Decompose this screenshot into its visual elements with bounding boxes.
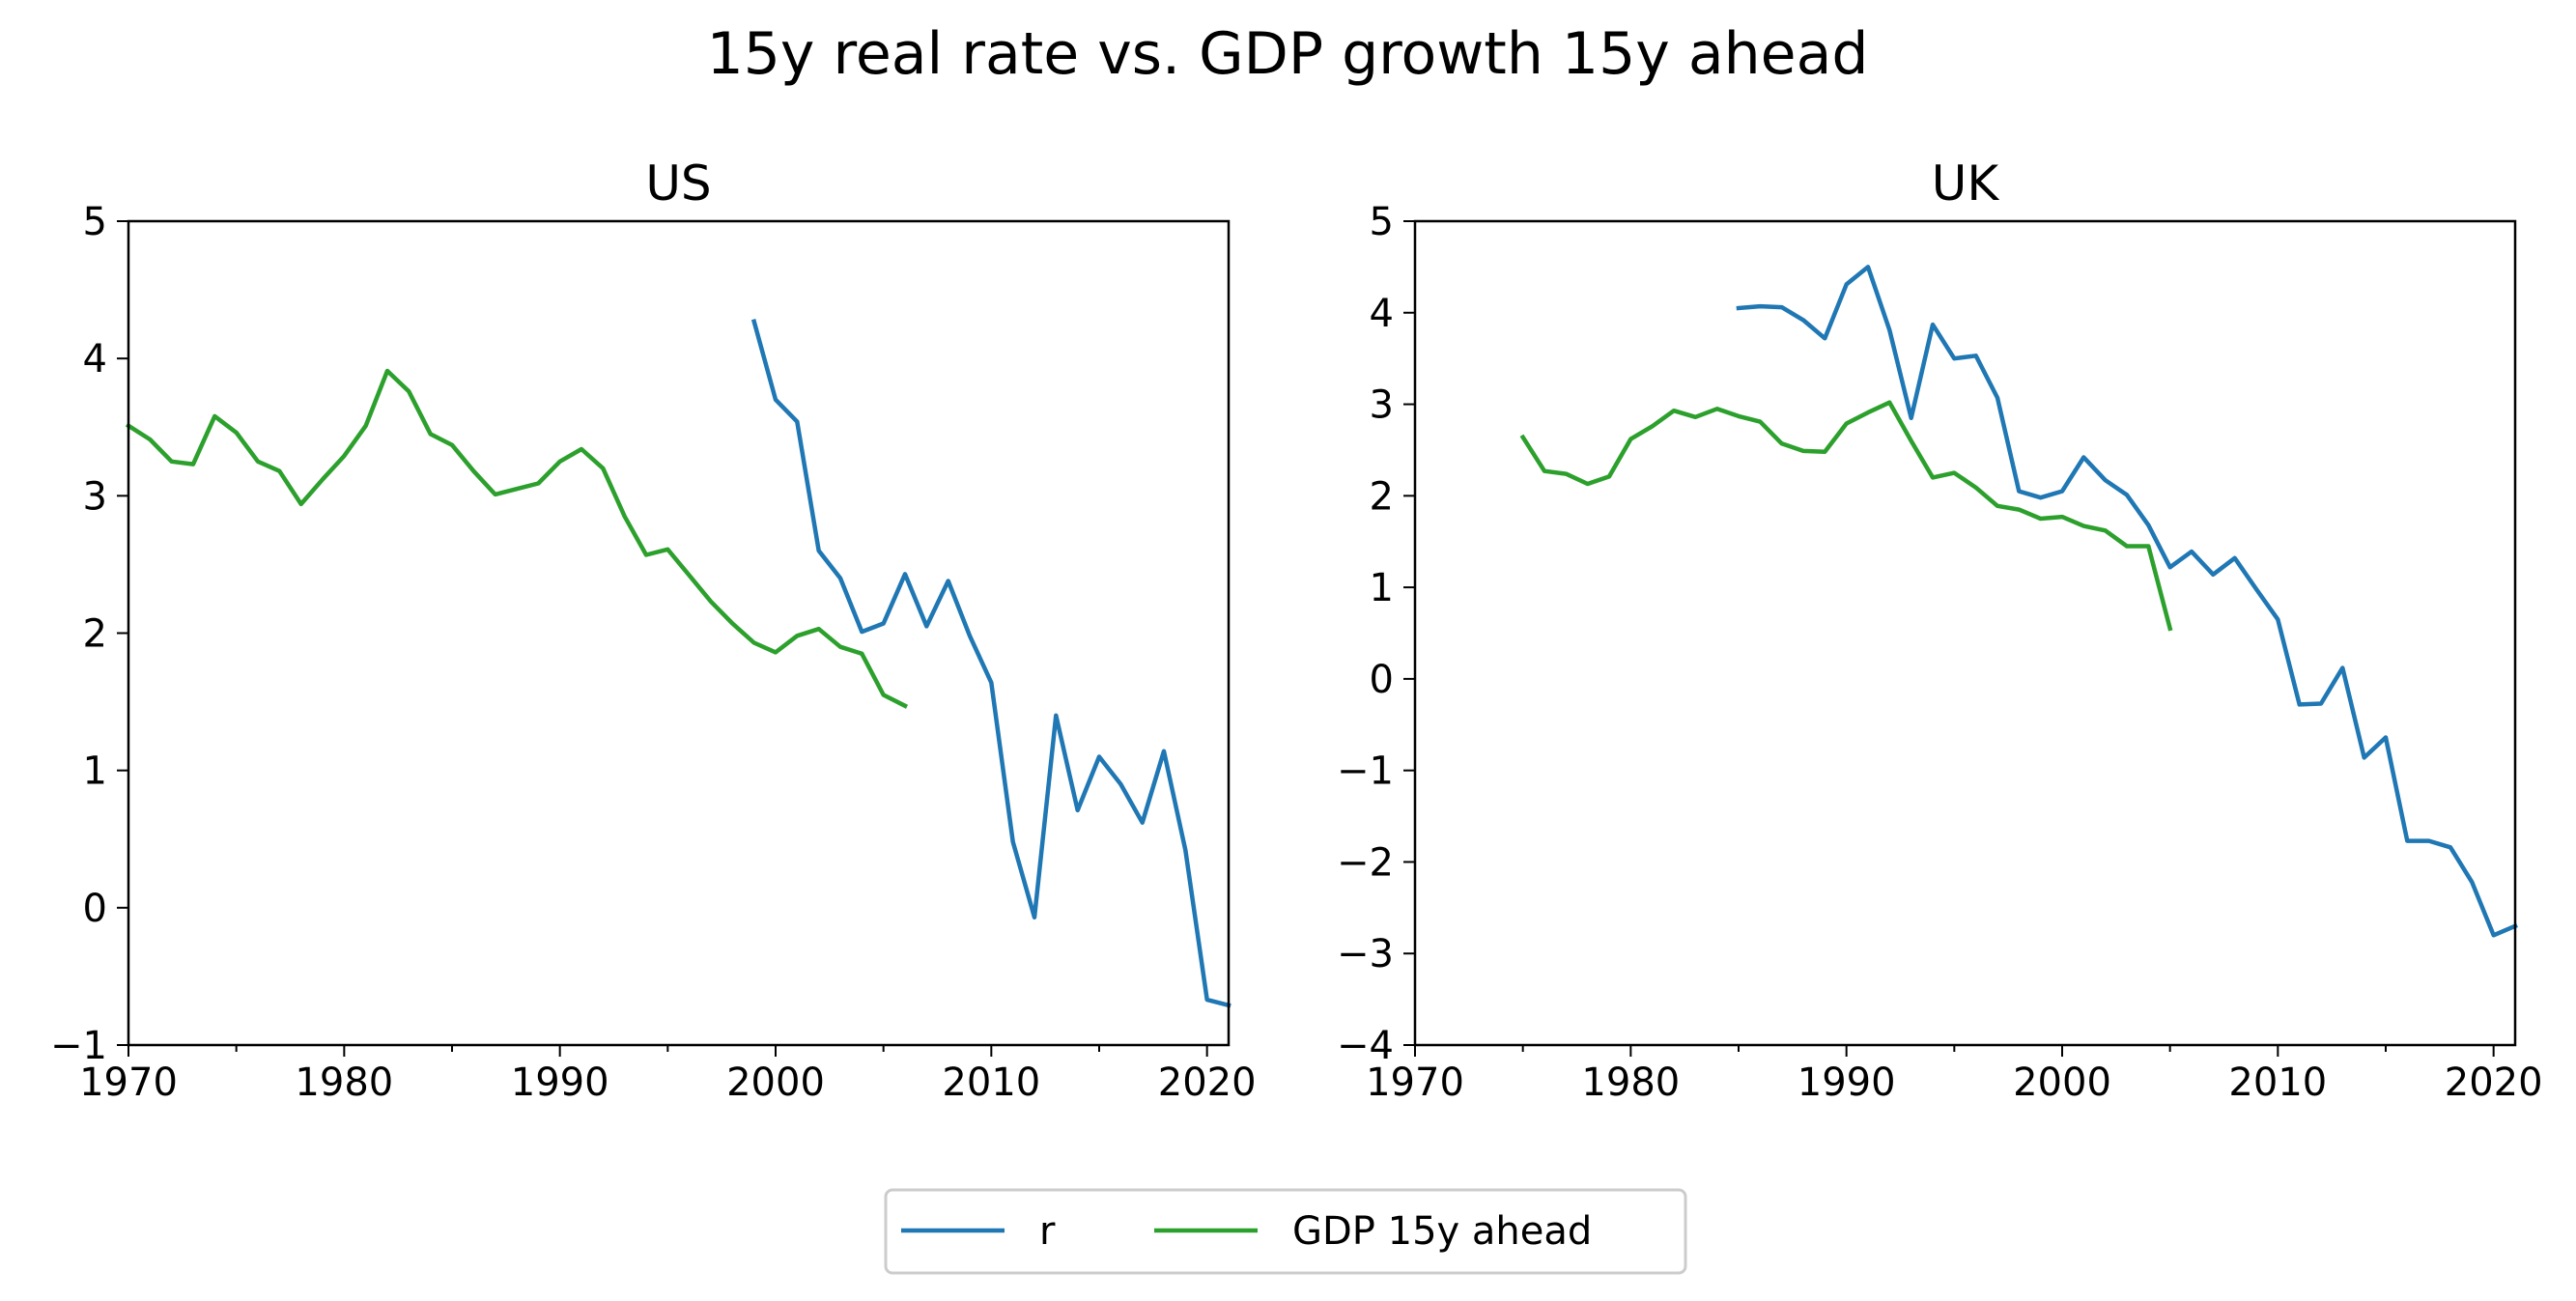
x-tick-label: 1980 bbox=[1581, 1061, 1680, 1105]
x-tick-label: 2010 bbox=[942, 1061, 1040, 1105]
x-tick-label: 2020 bbox=[1158, 1061, 1257, 1105]
panel-title: US bbox=[645, 156, 711, 212]
y-tick-label: −1 bbox=[50, 1024, 107, 1068]
y-tick-label: 5 bbox=[1370, 200, 1394, 244]
panel-us: US 1970 1980 1990 2000 2010 2020 −1 0 1 2 3 4 5 bbox=[50, 156, 1257, 1105]
series-line-r bbox=[1736, 265, 2518, 938]
x-tick-label: 2020 bbox=[2445, 1061, 2543, 1105]
series-line-r bbox=[750, 319, 1231, 1008]
y-tick-label: 2 bbox=[83, 612, 107, 657]
panel-uk: UK 1970 1980 1990 2000 2010 2020 −4 −3 −2 −1 0 1 2 3 4… bbox=[1337, 156, 2543, 1105]
y-tick-label: −4 bbox=[1337, 1024, 1394, 1068]
y-tick-label: 4 bbox=[1370, 292, 1394, 336]
y-tick-label: 0 bbox=[83, 887, 107, 931]
series-line-gdp bbox=[1519, 400, 2173, 632]
series-line-gdp bbox=[125, 368, 909, 709]
y-tick-label: 3 bbox=[1370, 383, 1394, 428]
y-tick-label: −1 bbox=[1337, 749, 1394, 794]
legend-label-r: r bbox=[1039, 1209, 1056, 1254]
x-tick-label: 1990 bbox=[1798, 1061, 1896, 1105]
plot-frame bbox=[1413, 219, 2517, 1047]
y-tick-label: 1 bbox=[83, 749, 107, 794]
y-tick-label: −3 bbox=[1337, 932, 1394, 976]
legend: r GDP 15y ahead bbox=[884, 1188, 1687, 1275]
panel-title: UK bbox=[1932, 156, 2000, 212]
x-tick-label: 1990 bbox=[511, 1061, 609, 1105]
y-tick-label: 0 bbox=[1370, 658, 1394, 702]
x-tick-label: 2000 bbox=[726, 1061, 825, 1105]
x-tick-label: 2000 bbox=[2013, 1061, 2111, 1105]
y-tick-label: 4 bbox=[83, 337, 107, 382]
x-tick-label: 1980 bbox=[295, 1061, 393, 1105]
x-tick-label: 2010 bbox=[2228, 1061, 2327, 1105]
y-tick-label: −2 bbox=[1337, 840, 1394, 885]
legend-label-gdp: GDP 15y ahead bbox=[1292, 1209, 1592, 1254]
y-tick-label: 1 bbox=[1370, 566, 1394, 610]
y-tick-label: 3 bbox=[83, 474, 107, 519]
legend-frame bbox=[884, 1188, 1687, 1275]
y-tick-label: 2 bbox=[1370, 474, 1394, 519]
figure-title: 15y real rate vs. GDP growth 15y ahead bbox=[707, 20, 1869, 88]
y-tick-label: 5 bbox=[83, 200, 107, 244]
x-tick-label: 1970 bbox=[1366, 1061, 1464, 1105]
x-tick-label: 1970 bbox=[79, 1061, 178, 1105]
